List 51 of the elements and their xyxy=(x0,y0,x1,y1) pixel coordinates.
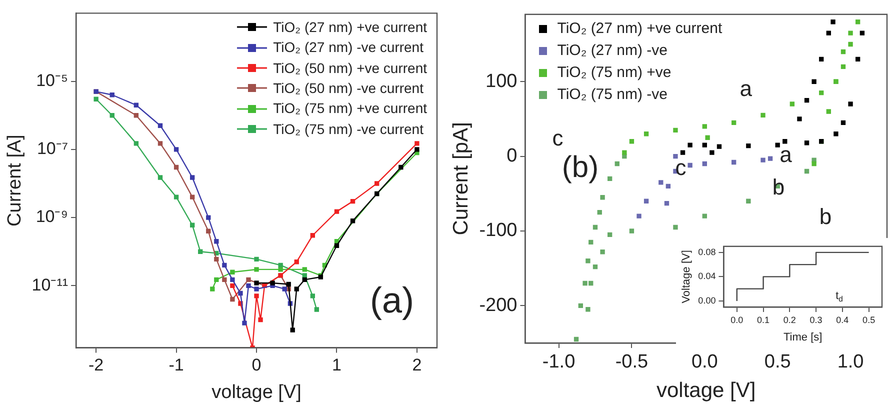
annotation: a xyxy=(780,142,793,167)
y-tick-label: 10⁻¹¹ xyxy=(32,275,68,294)
x-tick-label: 0.2 xyxy=(783,314,796,325)
y-axis-title: Current [A] xyxy=(4,134,26,226)
legend-label: TiO₂ (75 nm) -ve current xyxy=(273,120,424,139)
text: (b) xyxy=(562,151,599,184)
y-tick-label: 10⁻⁹ xyxy=(36,207,68,226)
x-tick-label: 0.5 xyxy=(764,352,791,373)
annotation: a xyxy=(740,76,753,102)
y-tick-label: 10⁻⁷ xyxy=(36,139,68,158)
annotation: b xyxy=(819,204,832,230)
legend-label: TiO₂ (50 nm) -ve current xyxy=(273,79,424,98)
legend-label: TiO₂ (75 nm) +ve current xyxy=(273,99,427,118)
x-tick-label: 0.1 xyxy=(757,314,770,325)
x-tick-label: 0.3 xyxy=(810,314,822,325)
x-tick-label: 2 xyxy=(412,356,422,375)
x-tick-label: -2 xyxy=(88,356,104,375)
x-tick-label: -1 xyxy=(168,356,184,375)
annotation: c xyxy=(675,154,686,180)
legend-label: TiO₂ (27 nm) -ve xyxy=(557,41,668,62)
text: (a) xyxy=(370,280,414,321)
y-axis-title: Voltage [V] xyxy=(680,250,693,304)
x-tick-label: 0.4 xyxy=(836,314,849,325)
legend-label: TiO₂ (27 nm) +ve current xyxy=(557,19,722,40)
x-tick-label: 0 xyxy=(252,356,262,375)
y-tick-label: 0.00 xyxy=(698,295,716,306)
legend-label: TiO₂ (27 nm) +ve current xyxy=(273,18,427,38)
y-tick-label: 0 xyxy=(506,146,518,167)
y-axis-title: Current [pA] xyxy=(449,122,472,236)
x-tick-label: 1.0 xyxy=(837,352,864,373)
y-tick-label: -200 xyxy=(479,294,518,316)
legend-label: TiO₂ (75 nm) -ve xyxy=(557,84,668,105)
x-tick-label: 0.0 xyxy=(691,352,718,373)
y-tick-label: 0.08 xyxy=(698,246,716,257)
x-tick-label: -0.5 xyxy=(615,352,648,373)
x-axis-title: voltage [V] xyxy=(212,382,302,403)
legend-label: TiO₂ (27 nm) -ve current xyxy=(273,38,424,58)
x-axis-title: voltage [V] xyxy=(656,379,756,402)
x-tick-label: 1 xyxy=(332,356,342,375)
legend-label: TiO₂ (75 nm) +ve xyxy=(557,62,672,83)
annotation: b xyxy=(772,174,785,200)
annotation: c xyxy=(552,125,564,150)
x-axis-title: Time [s] xyxy=(784,331,822,344)
legend-label: TiO₂ (50 nm) +ve current xyxy=(273,58,427,78)
y-tick-label: -100 xyxy=(479,220,518,242)
y-tick-label: 100 xyxy=(486,70,518,92)
x-tick-label: 0.0 xyxy=(730,314,744,325)
y-tick-label: 10⁻⁵ xyxy=(36,71,68,90)
x-tick-label: 0.5 xyxy=(862,314,876,325)
x-tick-label: -1.0 xyxy=(542,352,576,373)
y-tick-label: 0.04 xyxy=(698,271,716,282)
